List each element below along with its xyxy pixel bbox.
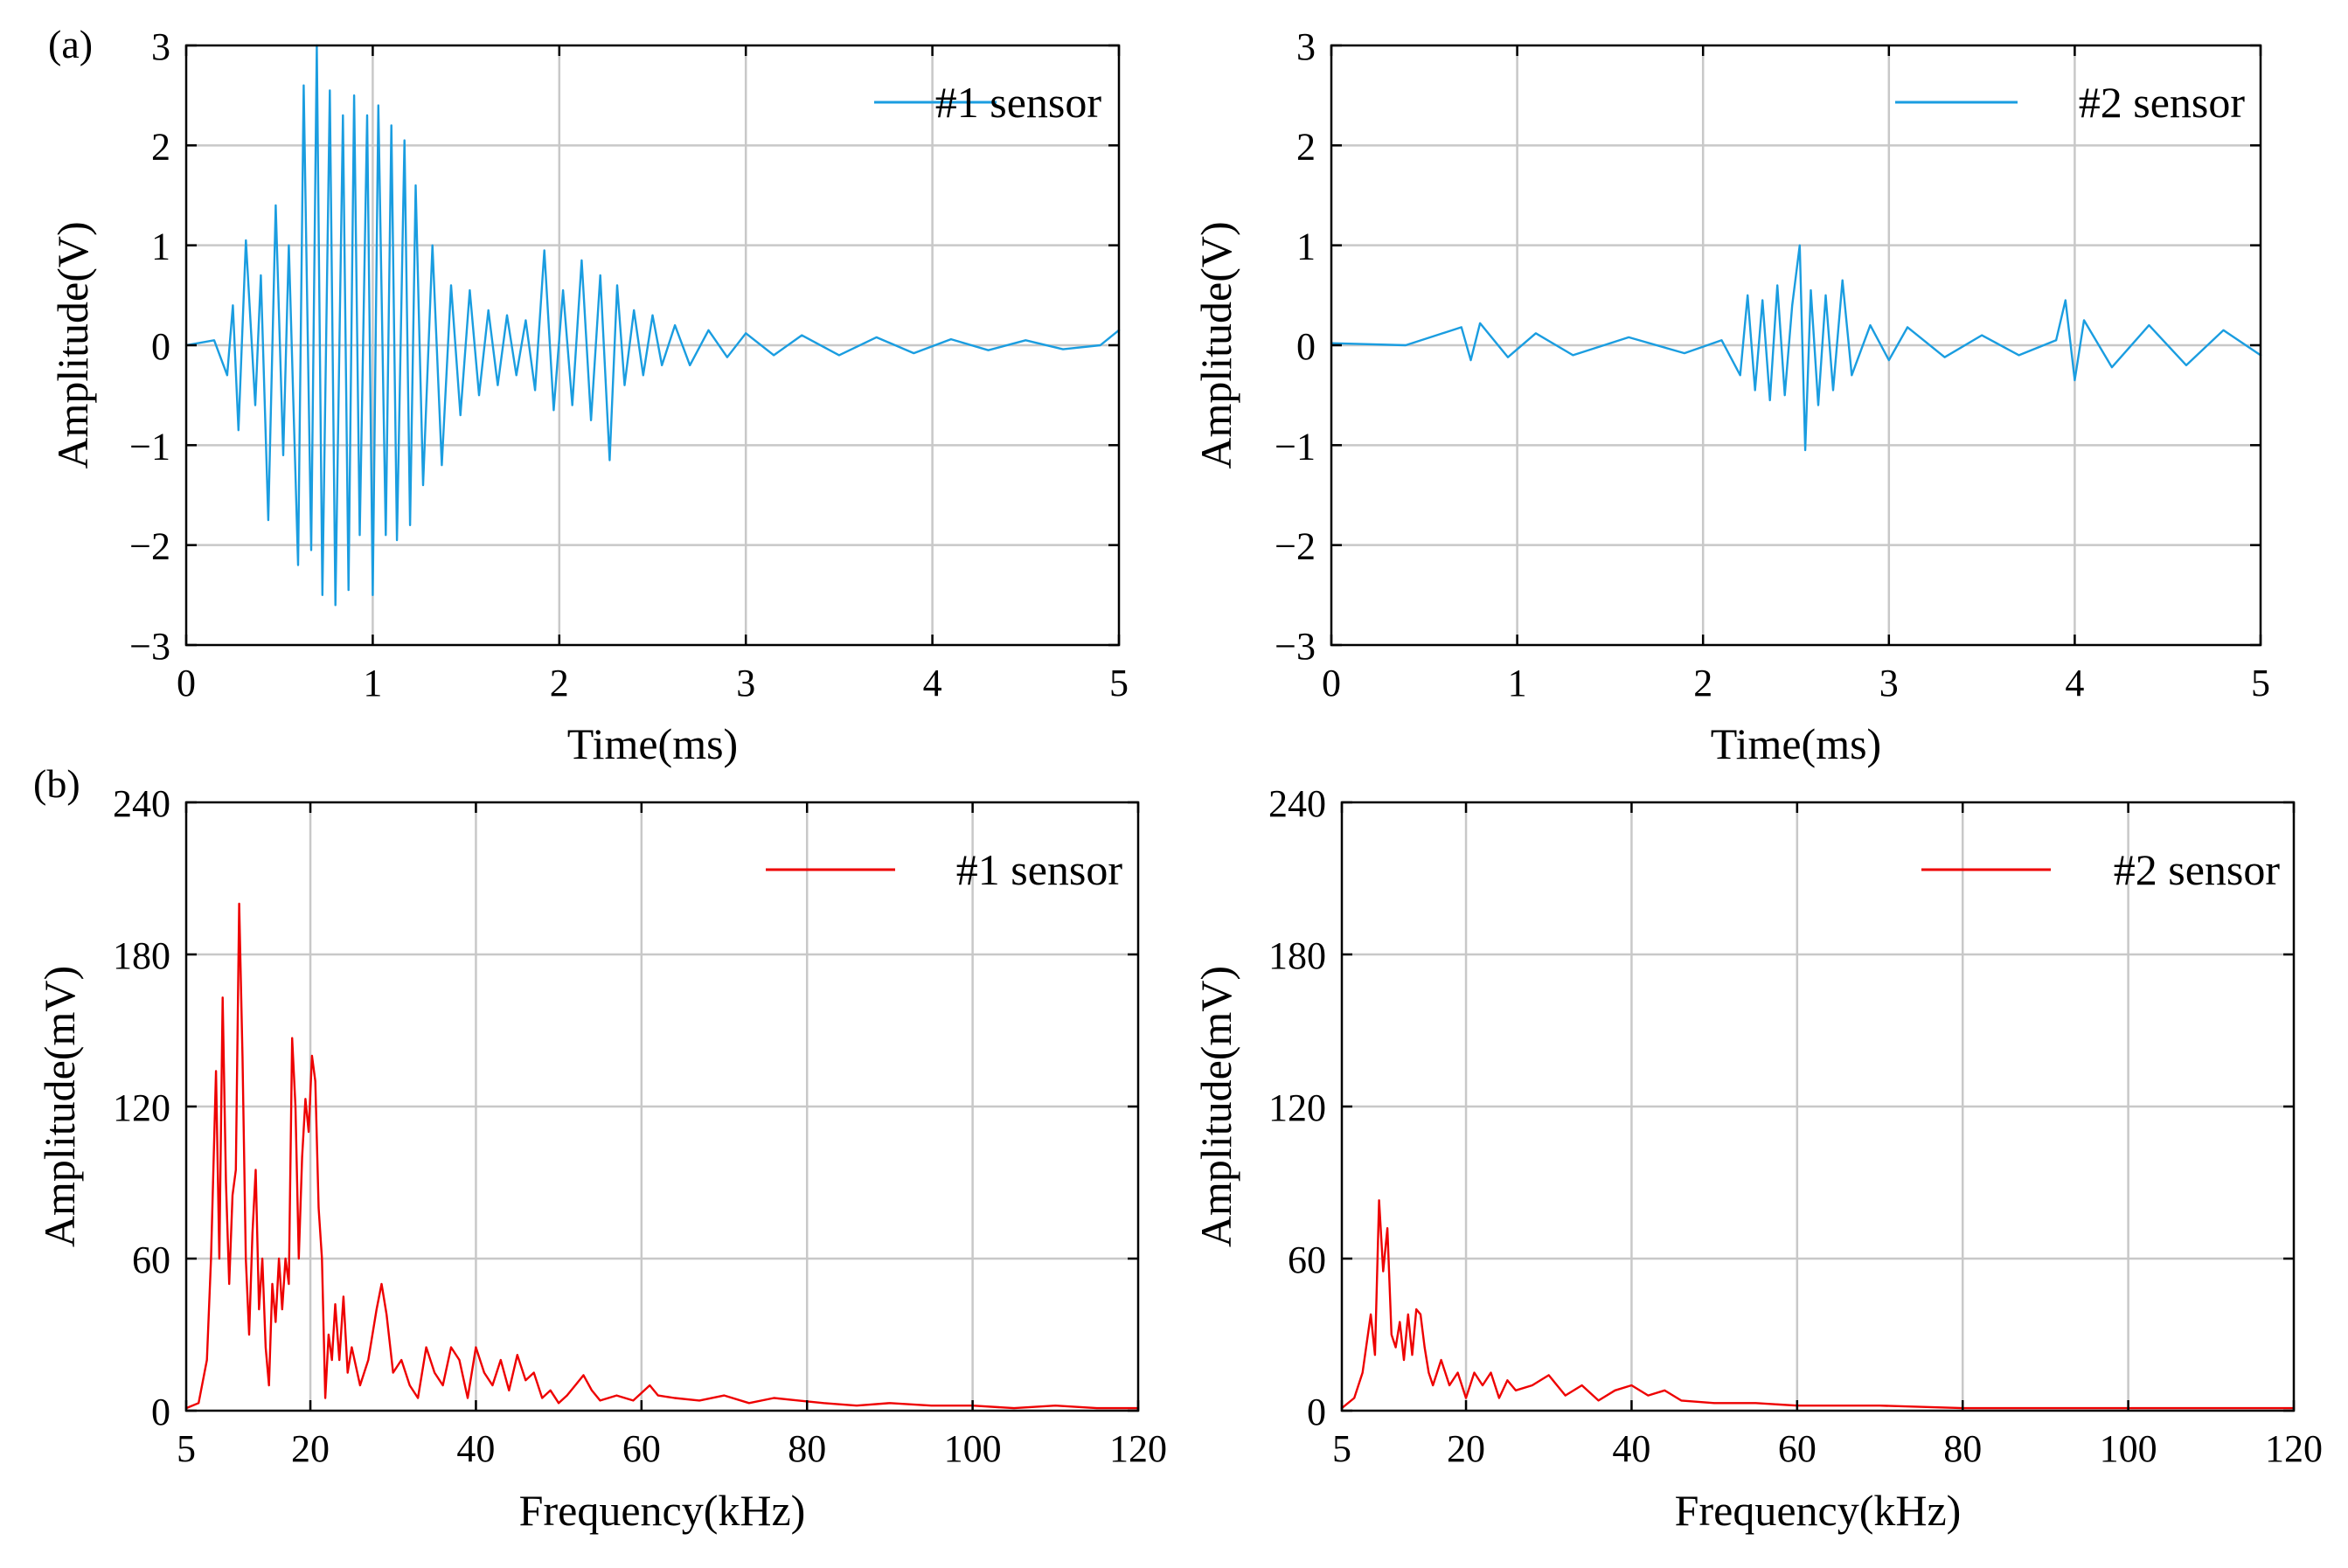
x-tick-label: 60 bbox=[1778, 1427, 1817, 1470]
x-tick-label: 3 bbox=[1879, 662, 1899, 704]
x-tick-label: 0 bbox=[1322, 662, 1341, 704]
y-tick-label: 0 bbox=[151, 325, 170, 368]
x-tick-label: 100 bbox=[2100, 1427, 2157, 1470]
y-tick-label: −1 bbox=[129, 425, 170, 468]
series-line bbox=[1330, 244, 2262, 452]
y-tick-label: 120 bbox=[1268, 1086, 1326, 1129]
x-tick-label: 80 bbox=[1943, 1427, 1982, 1470]
y-tick-label: 120 bbox=[113, 1086, 170, 1129]
x-tick-label: 60 bbox=[622, 1427, 661, 1470]
y-tick-label: 0 bbox=[151, 1391, 170, 1433]
x-tick-label: 1 bbox=[363, 662, 382, 704]
x-tick-label: 4 bbox=[2065, 662, 2084, 704]
y-tick-label: 0 bbox=[1307, 1391, 1326, 1433]
y-axis-label: Amplitude(mV) bbox=[1191, 966, 1240, 1247]
x-tick-label: 0 bbox=[177, 662, 196, 704]
x-tick-label: 2 bbox=[550, 662, 569, 704]
x-axis-label: Time(ms) bbox=[1711, 719, 1881, 768]
y-tick-label: 1 bbox=[1296, 225, 1316, 268]
panel-letter-b: (b) bbox=[33, 761, 80, 806]
y-tick-label: −1 bbox=[1275, 425, 1316, 468]
y-tick-label: −2 bbox=[129, 525, 170, 568]
x-tick-label: 20 bbox=[291, 1427, 330, 1470]
chart-spectrum-sensor2: 5 20 40 60 80 100 120 0 60 120 180 240 Frequency(kHz… bbox=[1191, 782, 2323, 1535]
chart-time-sensor1: 0 1 2 3 4 5 −3 −2 −1 0 1 2 3 Time(ms) Amplitude(V) #1 s… bbox=[48, 25, 1129, 768]
x-tick-label: 2 bbox=[1693, 662, 1712, 704]
legend-label: #2 sensor bbox=[2114, 845, 2281, 894]
y-tick-label: 240 bbox=[113, 782, 170, 825]
y-tick-label: 240 bbox=[1268, 782, 1326, 825]
x-tick-label: 100 bbox=[944, 1427, 1002, 1470]
series-line bbox=[1340, 1199, 2296, 1410]
y-tick-label: 1 bbox=[151, 225, 170, 268]
legend-label: #1 sensor bbox=[956, 845, 1123, 894]
y-tick-label: 2 bbox=[1296, 125, 1316, 168]
y-tick-label: −3 bbox=[1275, 625, 1316, 668]
y-tick-label: 2 bbox=[151, 125, 170, 168]
y-tick-label: 180 bbox=[113, 934, 170, 977]
series-line bbox=[184, 44, 1121, 607]
x-axis-label: Frequency(kHz) bbox=[519, 1486, 806, 1535]
x-tick-label: 5 bbox=[1332, 1427, 1351, 1470]
panel-letter-a: (a) bbox=[48, 22, 93, 66]
y-tick-label: −2 bbox=[1275, 525, 1316, 568]
x-axis-label: Frequency(kHz) bbox=[1675, 1486, 1962, 1535]
x-tick-label: 5 bbox=[1109, 662, 1129, 704]
legend-label: #1 sensor bbox=[935, 78, 1102, 127]
x-tick-label: 40 bbox=[456, 1427, 495, 1470]
x-tick-label: 4 bbox=[923, 662, 942, 704]
y-tick-label: 180 bbox=[1268, 934, 1326, 977]
x-tick-label: 5 bbox=[2251, 662, 2270, 704]
x-tick-label: 20 bbox=[1447, 1427, 1485, 1470]
y-tick-label: −3 bbox=[129, 625, 170, 668]
x-tick-label: 120 bbox=[2265, 1427, 2323, 1470]
x-tick-label: 3 bbox=[736, 662, 755, 704]
x-tick-label: 1 bbox=[1508, 662, 1527, 704]
y-tick-label: 3 bbox=[151, 25, 170, 68]
x-tick-label: 80 bbox=[788, 1427, 826, 1470]
y-tick-label: 60 bbox=[1288, 1238, 1326, 1281]
x-axis-label: Time(ms) bbox=[567, 719, 738, 768]
y-axis-label: Amplitude(mV) bbox=[35, 966, 84, 1247]
y-axis-label: Amplitude(V) bbox=[48, 221, 97, 468]
y-tick-label: 0 bbox=[1296, 325, 1316, 368]
x-tick-label: 5 bbox=[177, 1427, 196, 1470]
x-tick-label: 120 bbox=[1109, 1427, 1167, 1470]
y-tick-label: 3 bbox=[1296, 25, 1316, 68]
legend-label: #2 sensor bbox=[2079, 78, 2246, 127]
chart-time-sensor2: 0 1 2 3 4 5 −3 −2 −1 0 1 2 3 Time(ms) Amplitude(V) #2 s… bbox=[1191, 25, 2270, 768]
chart-spectrum-sensor1: 5 20 40 60 80 100 120 0 60 120 180 240 Frequency(kHz… bbox=[35, 782, 1167, 1535]
series-line bbox=[184, 902, 1140, 1410]
y-tick-label: 60 bbox=[132, 1238, 170, 1281]
x-tick-label: 40 bbox=[1612, 1427, 1650, 1470]
y-axis-label: Amplitude(V) bbox=[1191, 221, 1240, 468]
